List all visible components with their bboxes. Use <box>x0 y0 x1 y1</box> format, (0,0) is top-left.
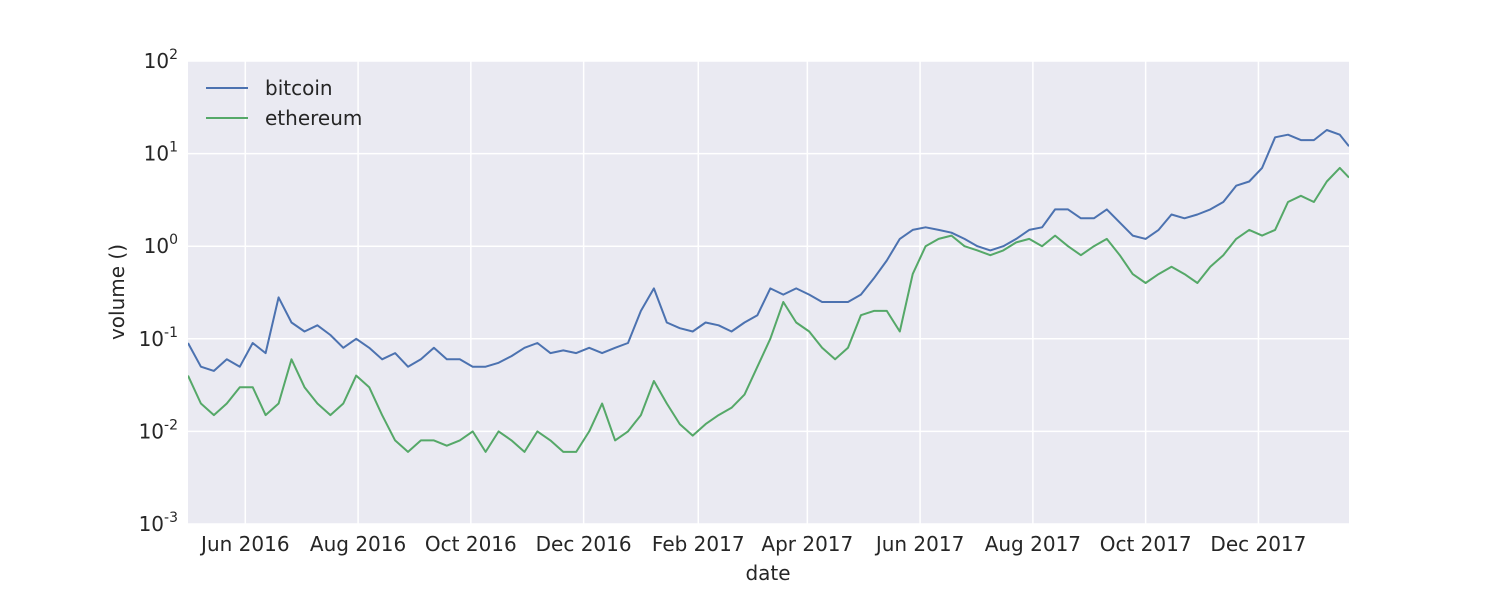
x-tick-label: Aug 2016 <box>310 532 406 556</box>
y-axis-ticks: 10-3 10-2 10-1 100 101 102 <box>139 47 178 536</box>
x-tick-label: Jun 2017 <box>874 532 965 556</box>
x-tick-label: Dec 2016 <box>536 532 632 556</box>
y-tick-label: 10-2 <box>139 417 178 443</box>
legend-label-ethereum: ethereum <box>265 106 362 130</box>
x-tick-label: Oct 2017 <box>1100 532 1192 556</box>
x-axis-ticks: Jun 2016 Aug 2016 Oct 2016 Dec 2016 Feb 2017… <box>199 532 1306 556</box>
grid-lines <box>188 60 1349 525</box>
x-tick-label: Oct 2016 <box>425 532 517 556</box>
legend-label-bitcoin: bitcoin <box>265 76 333 100</box>
y-tick-label: 10-1 <box>139 325 178 351</box>
x-tick-label: Apr 2017 <box>761 532 853 556</box>
x-tick-label: Feb 2017 <box>652 532 745 556</box>
x-tick-label: Dec 2017 <box>1210 532 1306 556</box>
x-tick-label: Aug 2017 <box>985 532 1081 556</box>
legend: bitcoin ethereum <box>206 76 362 130</box>
series-line-ethereum <box>188 166 1349 453</box>
y-tick-label: 101 <box>144 140 178 166</box>
y-tick-label: 102 <box>144 47 178 73</box>
series-lines <box>188 129 1349 453</box>
y-tick-label: 100 <box>144 232 178 258</box>
series-line-bitcoin <box>188 129 1349 372</box>
y-tick-label: 10-3 <box>139 510 178 536</box>
x-axis-label: date <box>745 561 790 585</box>
y-axis-label: volume () <box>105 244 129 340</box>
x-tick-label: Jun 2016 <box>199 532 290 556</box>
